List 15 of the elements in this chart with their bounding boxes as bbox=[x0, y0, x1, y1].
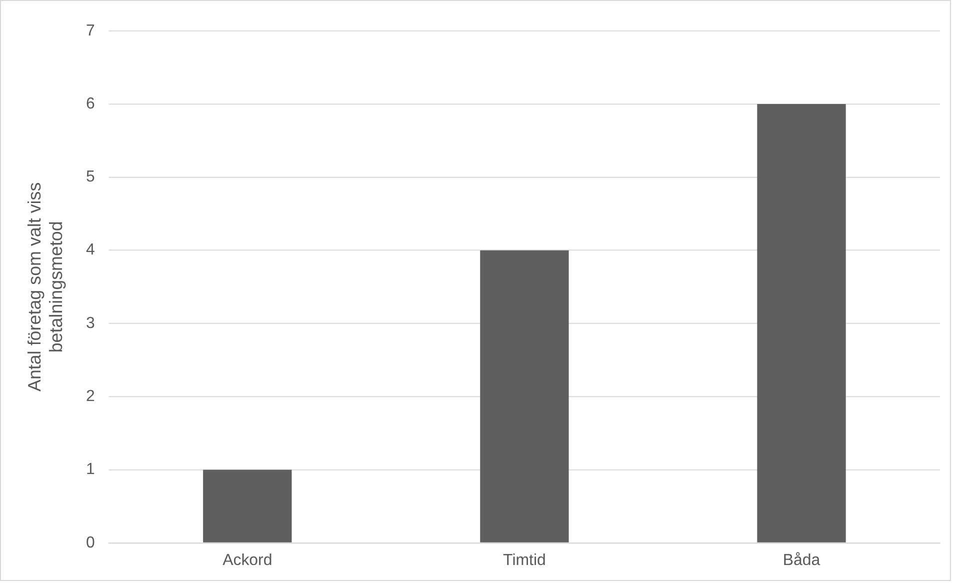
y-tick-label: 2 bbox=[86, 388, 96, 406]
bar bbox=[480, 250, 569, 542]
x-tick-label: Båda bbox=[782, 552, 820, 569]
y-tick-label: 5 bbox=[86, 168, 96, 186]
y-tick-label: 1 bbox=[86, 461, 96, 478]
bar bbox=[203, 470, 292, 542]
y-tick-label: 4 bbox=[86, 242, 96, 259]
y-tick-label: 7 bbox=[86, 22, 96, 40]
x-tick-label: Timtid bbox=[503, 552, 546, 569]
y-axis-title: Antal företag som valt viss betalningsmetod bbox=[24, 182, 66, 392]
bar bbox=[757, 104, 846, 542]
y-tick-label: 6 bbox=[86, 95, 96, 112]
x-tick-label: Ackord bbox=[222, 552, 272, 569]
y-tick-label: 0 bbox=[86, 534, 96, 552]
y-tick-label: 3 bbox=[86, 314, 96, 332]
